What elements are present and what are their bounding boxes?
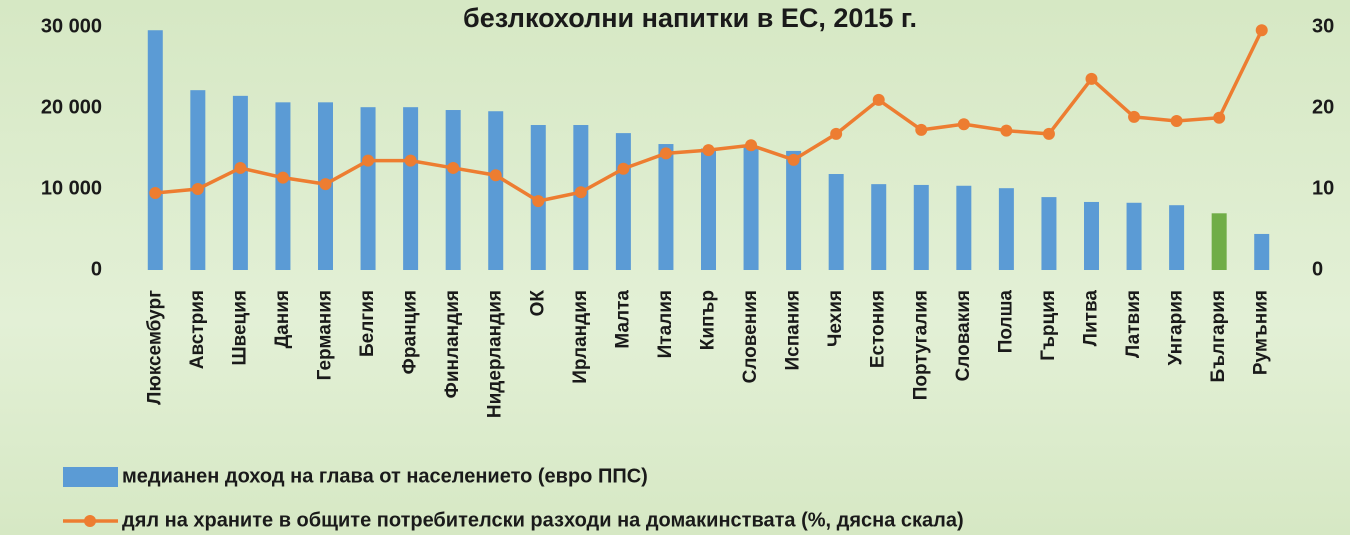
y2-tick-label: 10 (1312, 177, 1334, 199)
x-tick-label: Португалия (910, 290, 931, 400)
marker (1000, 124, 1013, 137)
bar (275, 102, 291, 270)
y-tick-label: 10 000 (41, 177, 102, 199)
bar (615, 133, 631, 270)
marker (1255, 24, 1268, 37)
marker (319, 178, 332, 191)
x-tick-label: Люксембург (144, 290, 165, 405)
x-tick-label: Латвия (1123, 290, 1144, 358)
x-tick-label: Франция (400, 290, 421, 374)
marker (1128, 110, 1141, 123)
legend-label: медианен доход на глава от населението (… (122, 465, 648, 487)
x-tick-label: България (1208, 290, 1229, 382)
marker (617, 162, 630, 175)
bar (1041, 197, 1057, 270)
x-tick-label: Италия (655, 290, 676, 358)
x-tick-label: Нидерландия (485, 290, 506, 418)
bar (701, 148, 716, 270)
bar (360, 107, 376, 270)
y2-tick-label: 20 (1312, 96, 1334, 118)
marker (532, 195, 545, 208)
bar (1126, 202, 1142, 270)
bar (913, 184, 929, 270)
marker (957, 118, 970, 131)
marker (489, 169, 502, 182)
bar (956, 185, 972, 270)
bar (1254, 233, 1270, 270)
chart-title: безлкохолни напитки в ЕС, 2015 г. (463, 3, 917, 33)
x-tick-label: Литва (1081, 290, 1102, 347)
bar (488, 111, 504, 271)
marker (1042, 127, 1055, 140)
bar (1084, 201, 1099, 270)
x-tick-label: Естония (868, 290, 889, 368)
marker (234, 161, 247, 174)
legend-swatch (63, 467, 118, 487)
marker (362, 154, 375, 167)
x-tick-label: Гърция (1038, 290, 1059, 361)
bar (871, 184, 887, 270)
marker (830, 127, 843, 140)
marker (574, 186, 587, 199)
x-tick-label: Унгария (1166, 290, 1187, 365)
marker (1170, 114, 1183, 127)
marker (447, 161, 460, 174)
x-tick-label: Кипър (698, 290, 719, 350)
x-tick-label: Словения (740, 290, 761, 383)
y2-tick-label: 30 (1312, 15, 1334, 37)
y-tick-label: 30 000 (41, 15, 102, 37)
marker (745, 139, 758, 152)
bar (1211, 213, 1227, 270)
marker (1085, 72, 1098, 85)
y-tick-label: 0 (91, 258, 102, 280)
bar (190, 90, 206, 271)
marker (191, 183, 204, 195)
x-tick-label: Финландия (442, 290, 463, 398)
marker (276, 171, 289, 184)
x-tick-label: Австрия (187, 290, 208, 369)
marker (404, 154, 417, 167)
bar (658, 144, 674, 270)
x-tick-label: Малта (612, 290, 633, 349)
marker (702, 144, 715, 157)
marker (659, 147, 672, 160)
x-tick-label: Германия (315, 290, 336, 380)
y-tick-label: 20 000 (41, 96, 102, 118)
x-tick-label: Швеция (229, 290, 250, 366)
bar (743, 146, 759, 270)
y2-tick-label: 0 (1312, 258, 1323, 280)
legend-swatch (84, 515, 96, 527)
bar (147, 30, 163, 270)
x-tick-label: Испания (783, 290, 804, 371)
bar (403, 107, 419, 270)
x-tick-label: Чехия (825, 290, 846, 347)
legend-label: дял на храните в общите потребителски ра… (122, 509, 964, 531)
x-tick-label: ОК (527, 290, 548, 317)
marker (787, 153, 800, 166)
bar (232, 95, 248, 270)
bar (1169, 205, 1185, 270)
bar (828, 174, 844, 270)
marker (1213, 111, 1226, 124)
x-tick-label: Словакия (953, 290, 974, 381)
bar (786, 150, 802, 270)
x-tick-label: Белгия (357, 290, 378, 357)
marker (915, 123, 928, 136)
bar (998, 188, 1014, 270)
x-tick-label: Дания (272, 290, 293, 348)
x-tick-label: Ирландия (570, 290, 591, 384)
marker (149, 187, 162, 200)
bar (445, 110, 461, 271)
marker (872, 93, 885, 106)
x-tick-label: Румъния (1251, 290, 1272, 375)
x-tick-label: Полша (995, 290, 1016, 354)
